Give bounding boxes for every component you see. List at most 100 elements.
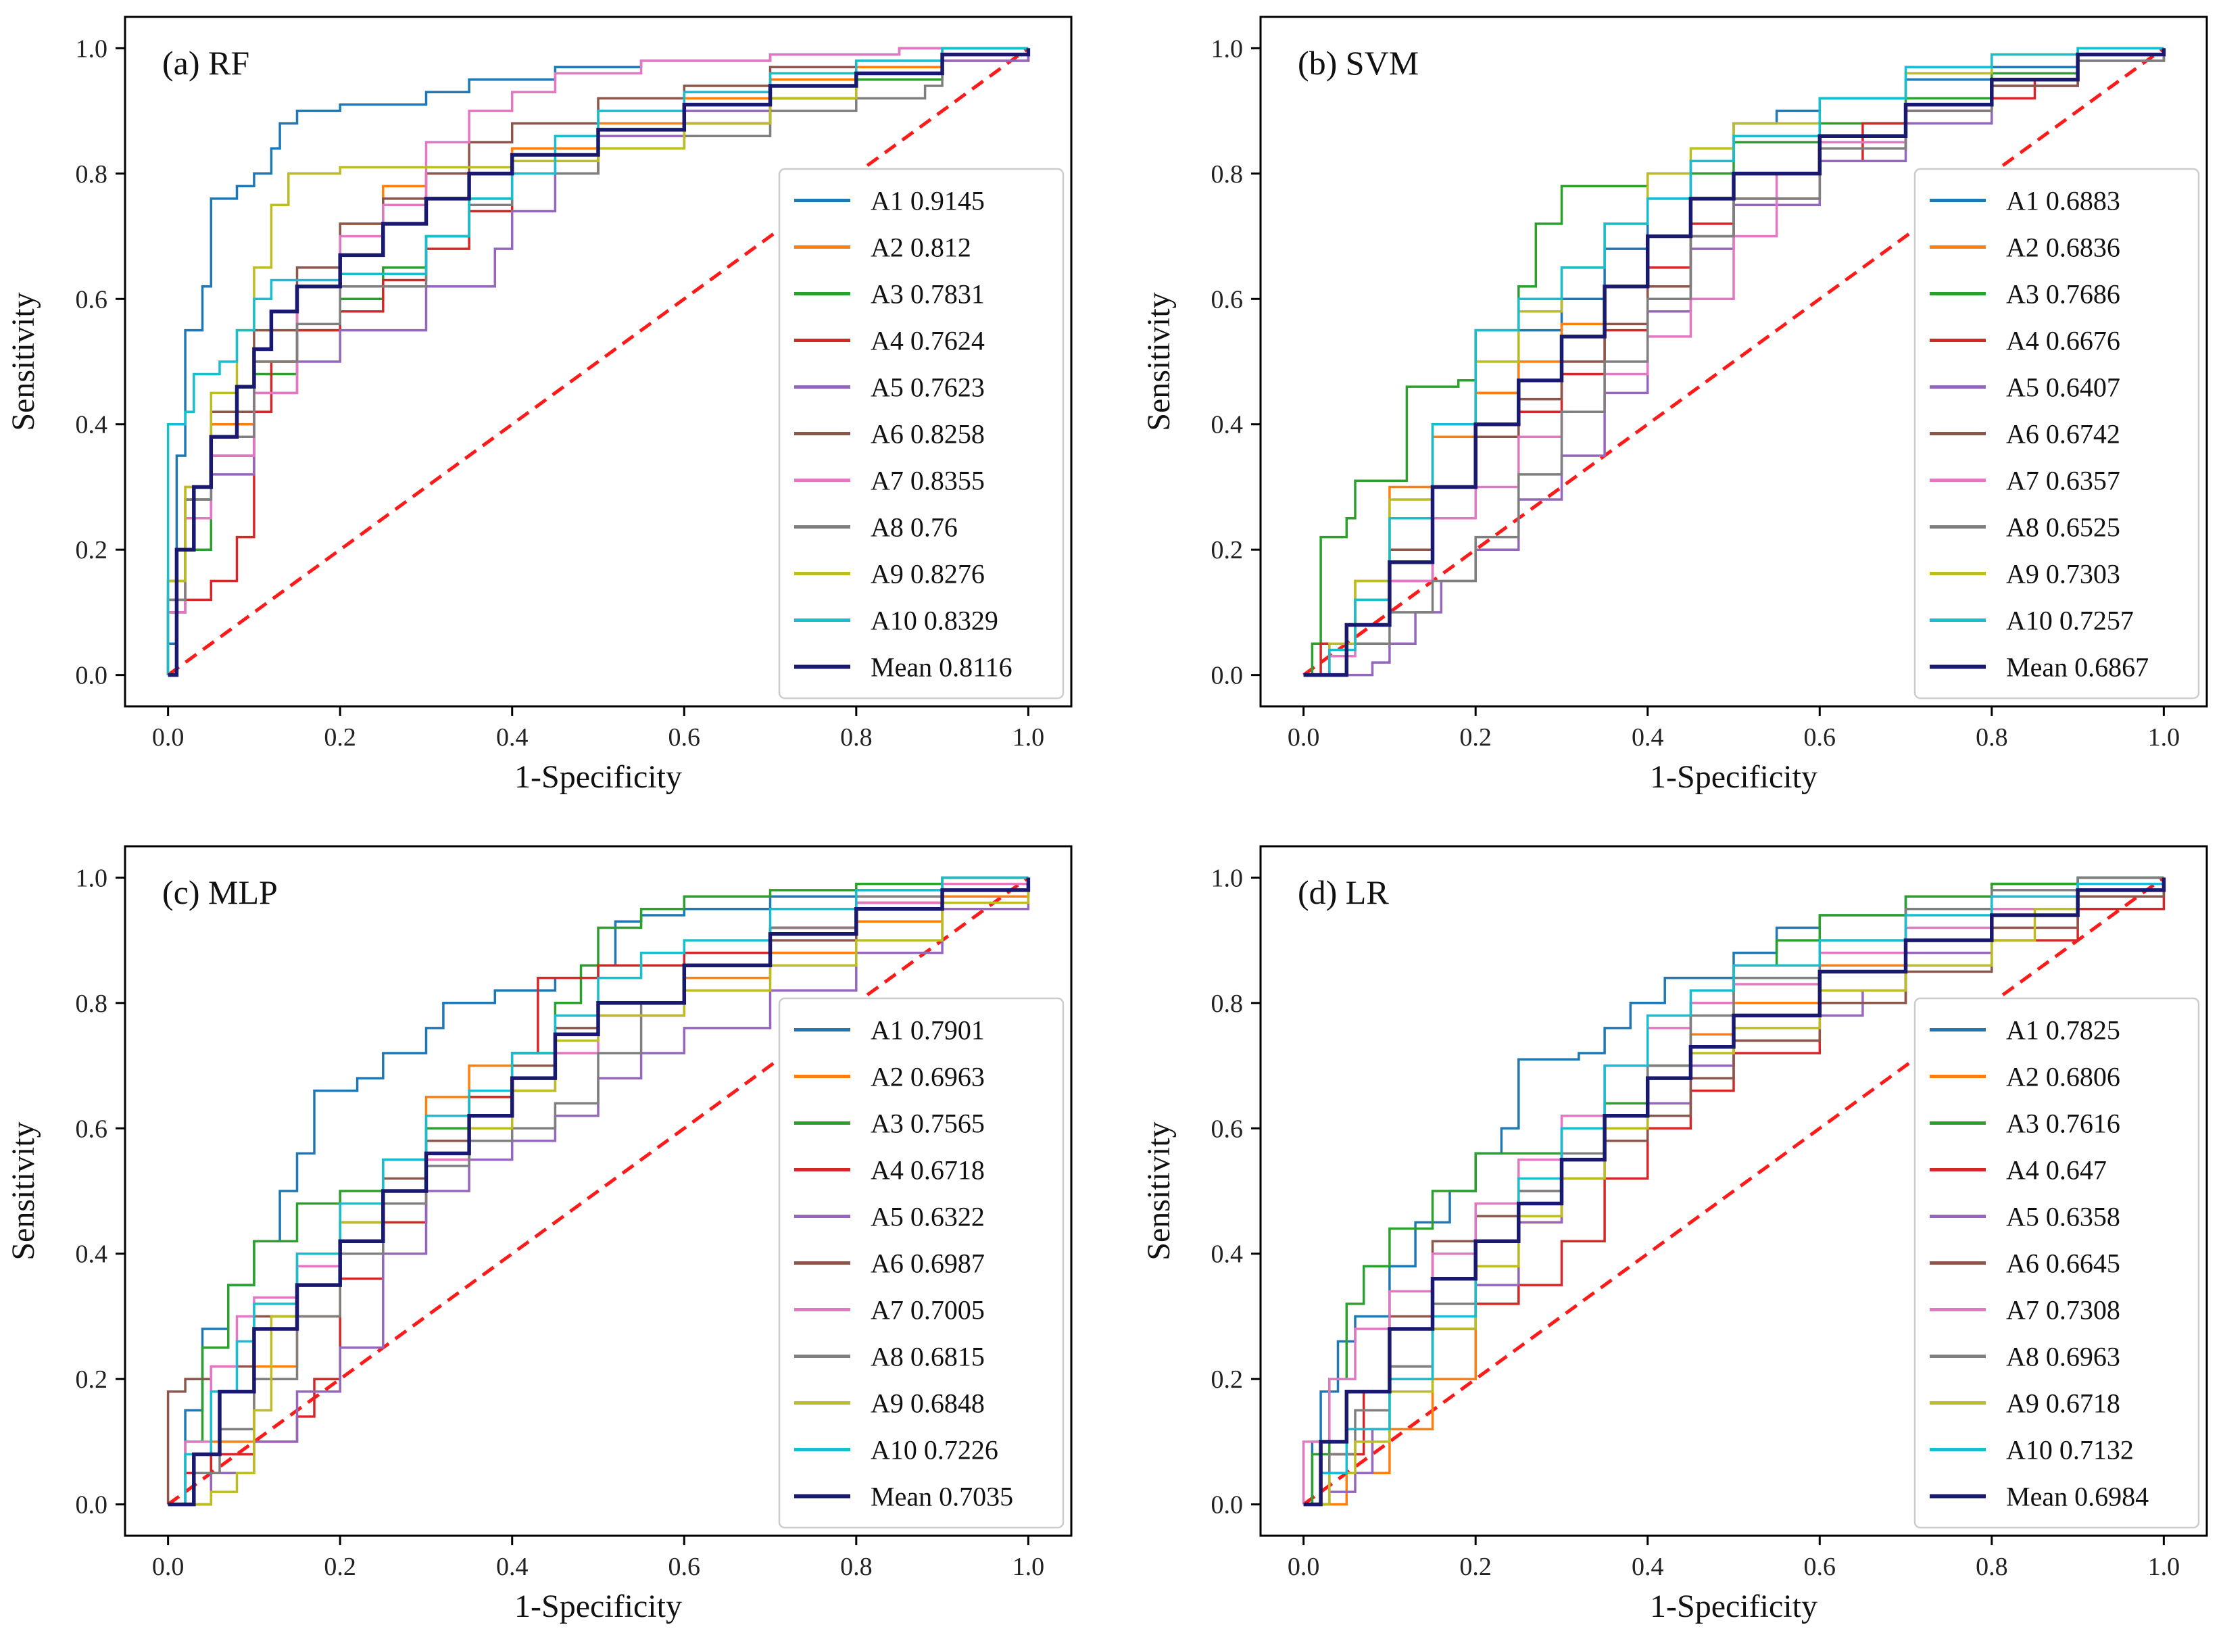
- series-line-a10: [1303, 877, 2166, 1506]
- chance-line: [1302, 876, 2165, 1506]
- series-line-a3: [1303, 48, 2166, 677]
- legend-label-a3: A3 0.7616: [2006, 1109, 2120, 1139]
- legend-label-a4: A4 0.6676: [2006, 326, 2120, 356]
- legend-label-a5: A5 0.6322: [871, 1202, 985, 1232]
- y-tick-label: 1.0: [76, 864, 108, 892]
- series-line-a5: [1303, 48, 2166, 677]
- legend: A1 0.6883 A2 0.6836 A3 0.7686 A4 0.6676 A5 0…: [1913, 168, 2200, 700]
- y-tick-label: 1.0: [1211, 864, 1244, 892]
- y-tick-label: 0.6: [1211, 285, 1244, 314]
- x-tick-label: 0.2: [1459, 1553, 1492, 1581]
- panel-title: (b) SVM: [1298, 44, 1419, 82]
- legend-label-a10: A10 0.7226: [871, 1435, 998, 1465]
- legend-label-a10: A10 0.7132: [2006, 1435, 2134, 1465]
- y-tick-label: 0.8: [76, 990, 108, 1018]
- x-tick-label: 1.0: [1012, 1553, 1045, 1581]
- y-axis-title: Sensitivity: [1141, 292, 1177, 431]
- x-tick-label: 0.2: [324, 723, 356, 752]
- legend-box: [1913, 168, 2200, 700]
- legend-label-a7: A7 0.6357: [2006, 466, 2120, 496]
- y-tick-label: 1.0: [1211, 34, 1244, 63]
- legend-label-mean: Mean 0.8116: [871, 652, 1012, 683]
- x-tick-label: 0.0: [152, 1553, 185, 1581]
- y-tick-label: 0.0: [1211, 662, 1244, 690]
- x-tick-label: 0.6: [668, 1553, 701, 1581]
- legend-label-a2: A2 0.812: [871, 233, 971, 263]
- series-line-mean: [168, 48, 1031, 677]
- y-tick-label: 0.8: [1211, 160, 1244, 189]
- chance-line: [1302, 47, 2165, 677]
- y-axis-title: Sensitivity: [1141, 1121, 1177, 1260]
- y-tick-label: 0.4: [1211, 411, 1244, 439]
- roc-curves: [166, 47, 1031, 677]
- legend: A1 0.7825 A2 0.6806 A3 0.7616 A4 0.647 A5 0.…: [1913, 997, 2200, 1529]
- panel-d: 0.0 0.2 0.4 0.6 0.8 1.0 0.0 0.2 0.4 0.6 0.8 1.0 1-Sp…: [1141, 845, 2208, 1624]
- legend-label-a9: A9 0.8276: [871, 559, 985, 589]
- y-tick-label: 0.2: [1211, 1365, 1244, 1394]
- legend-label-a7: A7 0.7308: [2006, 1295, 2120, 1326]
- panel-c: 0.0 0.2 0.4 0.6 0.8 1.0 0.0 0.2 0.4 0.6 0.8 1.0 1-Sp…: [5, 845, 1073, 1624]
- legend-label-a2: A2 0.6836: [2006, 233, 2120, 263]
- y-tick-label: 0.6: [76, 285, 108, 314]
- roc-curves: [166, 876, 1031, 1507]
- x-tick-label: 0.8: [840, 723, 873, 752]
- y-tick-label: 0.8: [1211, 990, 1244, 1018]
- y-tick-label: 0.0: [1211, 1491, 1244, 1520]
- x-axis-title: 1-Specificity: [1650, 1588, 1817, 1624]
- x-tick-label: 0.6: [1804, 1553, 1836, 1581]
- legend-label-a5: A5 0.7623: [871, 372, 985, 403]
- y-tick-label: 0.6: [76, 1115, 108, 1143]
- x-tick-label: 0.8: [840, 1553, 873, 1581]
- legend-label-a4: A4 0.6718: [871, 1155, 985, 1186]
- chance-line: [167, 876, 1029, 1506]
- x-tick-label: 0.8: [1976, 723, 2008, 752]
- legend-label-mean: Mean 0.6984: [2006, 1482, 2149, 1512]
- y-tick-label: 0.0: [76, 1491, 108, 1520]
- panel-title: (c) MLP: [162, 873, 278, 911]
- series-line-mean: [1303, 877, 2166, 1507]
- legend-label-mean: Mean 0.7035: [871, 1482, 1013, 1512]
- legend-label-a2: A2 0.6806: [2006, 1062, 2120, 1092]
- y-tick-label: 0.4: [1211, 1240, 1244, 1269]
- legend-label-a2: A2 0.6963: [871, 1062, 985, 1092]
- legend-label-a9: A9 0.6718: [2006, 1388, 2120, 1419]
- x-tick-label: 0.0: [1288, 1553, 1320, 1581]
- legend-label-a6: A6 0.6742: [2006, 419, 2120, 450]
- legend-label-a1: A1 0.6883: [2006, 186, 2120, 216]
- x-tick-label: 0.6: [1804, 723, 1836, 752]
- legend-label-a4: A4 0.647: [2006, 1155, 2107, 1186]
- y-tick-label: 0.8: [76, 160, 108, 189]
- series-line-mean: [1303, 48, 2166, 677]
- x-tick-label: 0.0: [1288, 723, 1320, 752]
- legend-label-a3: A3 0.7831: [871, 279, 985, 310]
- y-tick-label: 1.0: [76, 34, 108, 63]
- x-tick-label: 0.4: [1632, 1553, 1664, 1581]
- legend-label-a8: A8 0.6963: [2006, 1342, 2120, 1372]
- legend: A1 0.7901 A2 0.6963 A3 0.7565 A4 0.6718 A5 0…: [778, 997, 1065, 1529]
- y-tick-label: 0.2: [76, 1365, 108, 1394]
- legend: A1 0.9145 A2 0.812 A3 0.7831 A4 0.7624 A5 0.…: [778, 168, 1065, 700]
- x-axis-title: 1-Specificity: [514, 759, 682, 795]
- legend-label-a9: A9 0.6848: [871, 1388, 985, 1419]
- x-tick-label: 0.6: [668, 723, 701, 752]
- legend-label-a6: A6 0.6987: [871, 1248, 985, 1279]
- panel-b: 0.0 0.2 0.4 0.6 0.8 1.0 0.0 0.2 0.4 0.6 0.8 1.0 1-Sp…: [1141, 16, 2208, 795]
- legend-label-a1: A1 0.7901: [871, 1015, 985, 1046]
- y-tick-label: 0.0: [76, 662, 108, 690]
- legend-label-a1: A1 0.7825: [2006, 1015, 2120, 1046]
- y-tick-label: 0.2: [76, 536, 108, 564]
- panel-a: 0.0 0.2 0.4 0.6 0.8 1.0 0.0 0.2 0.4 0.6 0.8 1.0 1-Sp…: [5, 16, 1073, 795]
- y-tick-label: 0.4: [76, 411, 108, 439]
- x-tick-label: 0.2: [1459, 723, 1492, 752]
- x-tick-label: 0.4: [496, 723, 529, 752]
- x-tick-label: 1.0: [1012, 723, 1045, 752]
- x-axis-title: 1-Specificity: [514, 1588, 682, 1624]
- legend-label-a4: A4 0.7624: [871, 326, 985, 356]
- x-tick-label: 1.0: [2148, 1553, 2180, 1581]
- legend-label-a10: A10 0.8329: [871, 606, 998, 636]
- legend-label-a7: A7 0.7005: [871, 1295, 985, 1326]
- y-tick-label: 0.2: [1211, 536, 1244, 564]
- legend-label-a9: A9 0.7303: [2006, 559, 2120, 589]
- x-tick-label: 0.8: [1976, 1553, 2008, 1581]
